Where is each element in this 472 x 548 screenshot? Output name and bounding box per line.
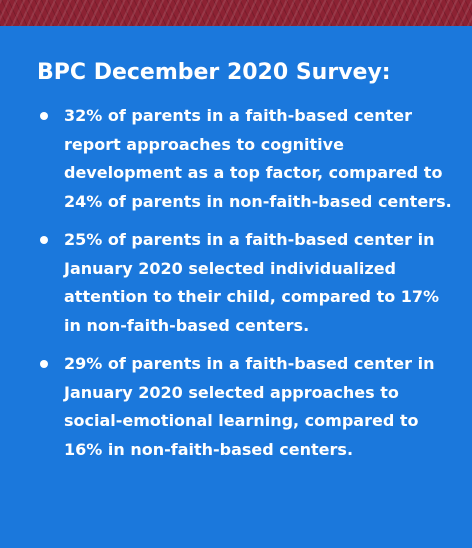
finding-item: 32% of parents in a faith-based center r… [37,102,457,216]
survey-title: BPC December 2020 Survey: [37,60,391,85]
finding-item: 29% of parents in a faith-based center i… [37,350,457,464]
decorative-top-band [0,0,472,26]
bullet-dot-icon [40,112,48,120]
finding-item: 25% of parents in a faith-based center i… [37,226,457,340]
finding-text: 25% of parents in a faith-based center i… [64,230,440,335]
finding-text: 32% of parents in a faith-based center r… [64,106,452,211]
bullet-dot-icon [40,236,48,244]
findings-list: 32% of parents in a faith-based center r… [37,102,457,474]
finding-text: 29% of parents in a faith-based center i… [64,354,435,459]
bullet-dot-icon [40,360,48,368]
